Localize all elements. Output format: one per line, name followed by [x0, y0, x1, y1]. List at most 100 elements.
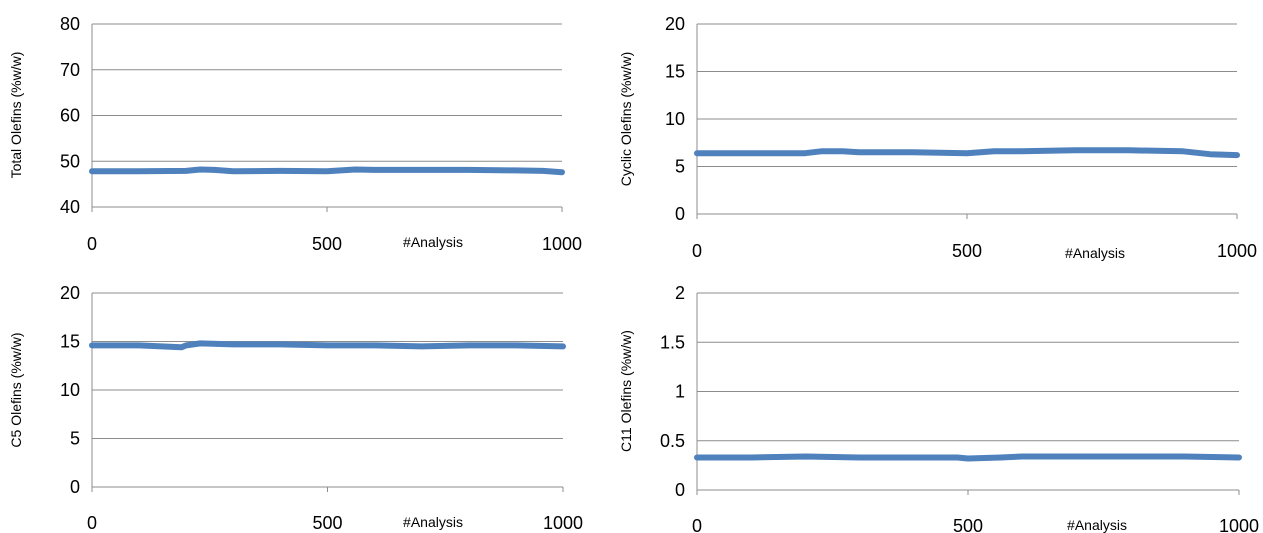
y-axis-title: Cyclic Olefins (%w/w): [618, 52, 634, 187]
y-tick-label: 10: [60, 380, 80, 400]
chart-panel-3: 0 5 10 15 20 0 500 1000 #Analysis C5 Olefins (%w/…: [8, 283, 583, 533]
data-point: [911, 454, 917, 461]
y-tick-label: 0.5: [660, 431, 685, 451]
data-point: [965, 455, 971, 462]
data-point: [964, 150, 970, 156]
x-tick-label: 500: [312, 234, 342, 254]
y-tick-label: 0: [70, 477, 80, 497]
data-point: [418, 167, 424, 173]
data-point: [856, 149, 862, 155]
y-tick-label: 20: [665, 14, 685, 34]
data-point: [1072, 147, 1078, 153]
data-point: [136, 342, 142, 348]
y-tick-label: 2: [675, 283, 685, 303]
x-tick-label: 500: [953, 516, 983, 533]
x-tick-label: 0: [87, 234, 97, 254]
data-point: [540, 168, 546, 174]
data-point: [512, 167, 518, 173]
x-tick-label: 500: [952, 241, 982, 261]
x-axis-title: #Analysis: [1067, 517, 1127, 533]
data-point: [230, 341, 236, 348]
y-tick-label: 1: [675, 382, 685, 402]
data-point: [277, 168, 283, 174]
data-point: [1234, 152, 1240, 158]
data-point: [1128, 453, 1134, 460]
y-tick-label: 70: [60, 60, 80, 80]
x-axis-title: #Analysis: [1065, 245, 1125, 261]
data-point: [857, 454, 863, 461]
x-tick-label: 1000: [1217, 241, 1257, 261]
chart-panel-2: 0 5 10 15 20 0 500 1000 #Analysis Cyclic Olefins …: [618, 14, 1257, 261]
data-point: [1018, 148, 1024, 154]
data-point: [954, 454, 960, 461]
data-point: [277, 341, 283, 348]
data-point: [197, 340, 203, 347]
data-point: [183, 168, 189, 174]
data-point: [802, 453, 809, 460]
x-tick-label: 1000: [1219, 516, 1259, 533]
data-point: [1073, 453, 1079, 460]
data-point: [748, 150, 754, 156]
data-point: [178, 344, 185, 350]
data-point: [559, 169, 565, 175]
y-tick-label: 20: [60, 283, 80, 303]
y-tick-label: 1.5: [660, 332, 685, 352]
y-axis-title: Total Olefins (%w/w): [8, 52, 24, 179]
data-point: [136, 168, 142, 174]
x-tick-label: 0: [87, 513, 97, 533]
y-tick-label: 5: [675, 157, 685, 177]
y-axis-title: C5 Olefins (%w/w): [8, 332, 24, 447]
data-point: [372, 342, 378, 348]
x-tick-label: 1000: [543, 513, 583, 533]
data-point: [910, 149, 916, 155]
data-point: [371, 167, 377, 173]
chart-panel-4: 0 0.5 1 1.5 2 0 500 1000 #Analysis C11 Olefins (%…: [618, 283, 1259, 533]
data-point: [197, 166, 203, 173]
data-point: [1236, 454, 1242, 461]
data-point: [183, 342, 189, 348]
data-point: [352, 166, 358, 173]
data-point: [465, 167, 471, 173]
data-point: [230, 168, 236, 174]
data-point: [1019, 453, 1025, 460]
data-point: [1182, 453, 1188, 460]
y-tick-label: 50: [60, 151, 80, 171]
y-tick-label: 15: [60, 332, 80, 352]
data-point: [1180, 148, 1186, 154]
data-point: [89, 342, 95, 348]
data-point: [89, 168, 95, 174]
data-point: [1207, 151, 1213, 157]
data-point: [419, 343, 425, 349]
data-point: [694, 150, 700, 156]
data-point: [1126, 147, 1132, 153]
data-point: [324, 342, 331, 348]
data-point: [324, 168, 330, 174]
x-tick-label: 1000: [542, 234, 582, 254]
data-point: [513, 342, 519, 348]
y-tick-label: 80: [60, 14, 80, 34]
y-tick-label: 40: [60, 197, 80, 217]
data-point: [840, 148, 846, 154]
y-tick-label: 0: [675, 480, 685, 500]
y-tick-label: 15: [665, 62, 685, 82]
x-tick-label: 0: [692, 241, 702, 261]
data-point: [802, 150, 808, 156]
x-axis-title: #Analysis: [403, 234, 463, 250]
x-tick-label: 0: [692, 516, 702, 533]
data-point: [748, 454, 754, 461]
y-tick-label: 0: [675, 204, 685, 224]
y-axis-title: C11 Olefins (%w/w): [618, 330, 634, 452]
data-point: [560, 343, 566, 349]
data-point: [991, 148, 997, 154]
y-tick-label: 5: [70, 429, 80, 449]
data-point: [466, 342, 472, 348]
data-point: [694, 454, 700, 461]
data-point: [818, 148, 824, 154]
data-point: [997, 454, 1004, 461]
x-axis-title: #Analysis: [403, 514, 463, 530]
y-tick-label: 60: [60, 106, 80, 126]
data-point: [211, 167, 217, 173]
x-tick-label: 500: [312, 513, 342, 533]
y-tick-label: 10: [665, 109, 685, 129]
